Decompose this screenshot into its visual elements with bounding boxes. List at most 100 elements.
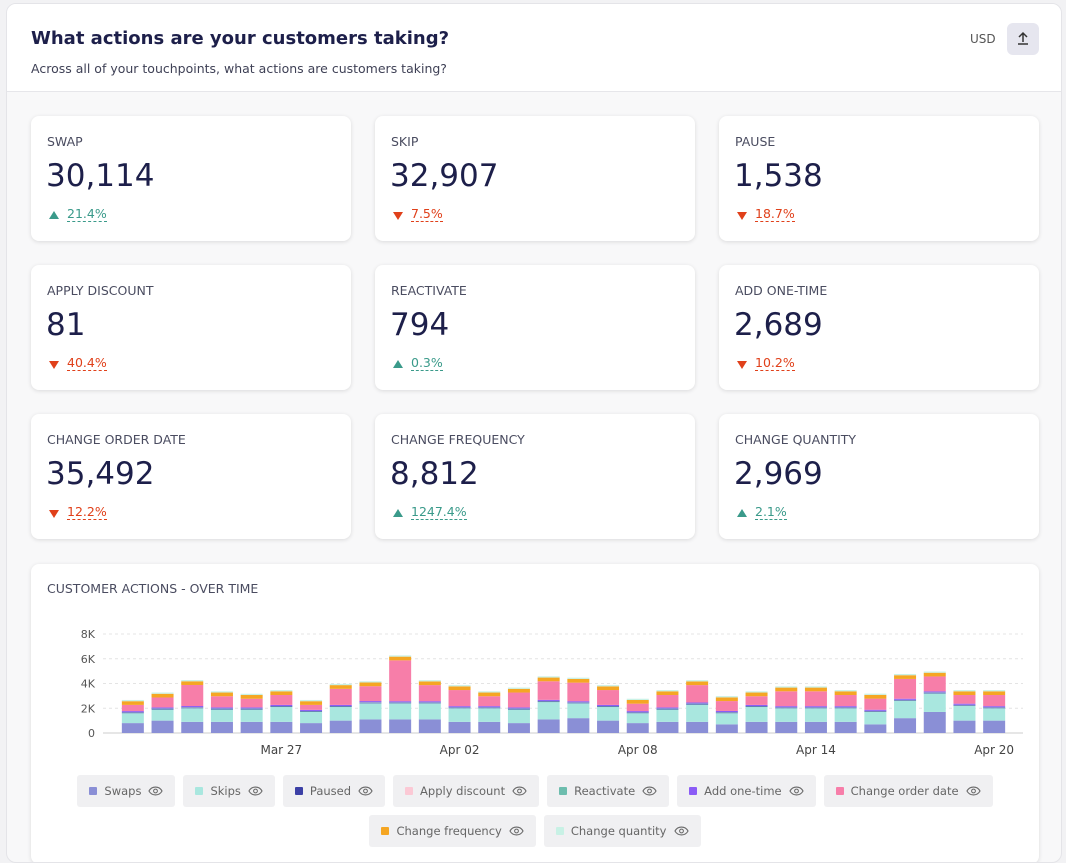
bar-segment — [538, 681, 560, 700]
bar-segment — [538, 676, 560, 677]
bar-segment — [122, 713, 144, 714]
bar-segment — [835, 722, 857, 733]
bar-segment — [241, 709, 263, 710]
bar-segment — [567, 703, 589, 704]
legend-label: Change frequency — [396, 824, 501, 838]
kpi-change[interactable]: 0.3% — [411, 355, 443, 371]
bar-segment — [359, 703, 381, 704]
bar-segment — [181, 681, 203, 685]
bar-segment — [181, 680, 203, 681]
kpi-change[interactable]: 18.7% — [755, 206, 795, 222]
legend-item[interactable]: Add one-time — [677, 775, 815, 807]
bar-segment — [330, 684, 352, 685]
bar-segment — [389, 719, 411, 733]
bar-segment — [953, 704, 975, 705]
bar-segment — [775, 708, 797, 709]
bar-segment — [270, 722, 292, 733]
bar-segment — [835, 708, 857, 709]
bar-segment — [894, 718, 916, 733]
bar-segment — [508, 709, 530, 723]
bar-segment — [330, 707, 352, 721]
visibility-icon[interactable] — [642, 786, 657, 796]
bar-segment — [241, 699, 263, 708]
kpi-change[interactable]: 21.4% — [67, 206, 107, 222]
bar-segment — [983, 721, 1005, 733]
bar-segment — [449, 686, 471, 690]
export-button[interactable] — [1007, 23, 1039, 55]
legend-item[interactable]: Paused — [283, 775, 385, 807]
bar-segment — [656, 709, 678, 710]
bar-segment — [449, 706, 471, 707]
kpi-label: PAUSE — [735, 134, 775, 149]
kpi-change[interactable]: 10.2% — [755, 355, 795, 371]
visibility-icon[interactable] — [674, 826, 689, 836]
legend-swatch — [836, 787, 844, 795]
bar-segment — [359, 703, 381, 719]
bar-segment — [211, 696, 233, 707]
bar-segment — [775, 722, 797, 733]
bar-segment — [924, 712, 946, 733]
bar-segment — [211, 707, 233, 708]
legend-item[interactable]: Skips — [183, 775, 274, 807]
bar-segment — [449, 690, 471, 706]
kpi-label: CHANGE QUANTITY — [735, 432, 856, 447]
kpi-value: 30,114 — [46, 158, 154, 194]
kpi-change[interactable]: 12.2% — [67, 504, 107, 520]
bar-segment — [211, 709, 233, 721]
trend-arrow — [393, 212, 403, 220]
bar-segment — [805, 722, 827, 733]
bar-segment — [181, 708, 203, 722]
bar-segment — [894, 674, 916, 675]
kpi-value: 81 — [46, 307, 85, 343]
legend-label: Change quantity — [571, 824, 667, 838]
bar-segment — [419, 703, 441, 704]
y-tick-label: 8K — [81, 628, 96, 641]
bar-segment — [508, 689, 530, 693]
bar-segment — [122, 713, 144, 723]
bar-segment — [627, 711, 649, 712]
legend-item[interactable]: Change quantity — [544, 815, 701, 847]
bar-segment — [686, 681, 708, 685]
bar-segment — [567, 701, 589, 702]
bar-segment — [864, 710, 886, 711]
bar-segment — [597, 706, 619, 707]
visibility-icon[interactable] — [358, 786, 373, 796]
bar-segment — [597, 685, 619, 686]
kpi-change[interactable]: 40.4% — [67, 355, 107, 371]
kpi-change[interactable]: 7.5% — [411, 206, 443, 222]
bar-segment — [122, 711, 144, 712]
kpi-change[interactable]: 1247.4% — [411, 504, 467, 520]
bar-segment — [330, 705, 352, 706]
bar-segment — [300, 711, 322, 712]
legend-item[interactable]: Reactivate — [547, 775, 669, 807]
legend-label: Apply discount — [420, 784, 505, 798]
kpi-change[interactable]: 2.1% — [755, 504, 787, 520]
currency[interactable]: USD — [970, 32, 996, 46]
bar-segment — [686, 722, 708, 733]
bar-segment — [389, 655, 411, 656]
bar-segment — [924, 676, 946, 691]
trend-arrow — [393, 360, 403, 368]
visibility-icon[interactable] — [248, 786, 263, 796]
legend-item[interactable]: Apply discount — [393, 775, 539, 807]
bar-segment — [627, 713, 649, 723]
bar-segment — [983, 706, 1005, 707]
bar-segment — [627, 713, 649, 714]
bar-segment — [419, 685, 441, 701]
visibility-icon[interactable] — [509, 826, 524, 836]
x-tick-label: Apr 20 — [974, 743, 1014, 757]
bar-segment — [389, 660, 411, 701]
bar-segment — [449, 685, 471, 686]
visibility-icon[interactable] — [512, 786, 527, 796]
bar-segment — [419, 703, 441, 719]
visibility-icon[interactable] — [789, 786, 804, 796]
bar-segment — [746, 696, 768, 705]
legend-item[interactable]: Change order date — [824, 775, 993, 807]
visibility-icon[interactable] — [966, 786, 981, 796]
bar-segment — [746, 693, 768, 697]
legend-item[interactable]: Swaps — [77, 775, 175, 807]
visibility-icon[interactable] — [148, 786, 163, 796]
kpi-label: ADD ONE-TIME — [735, 283, 827, 298]
legend-item[interactable]: Change frequency — [369, 815, 535, 847]
